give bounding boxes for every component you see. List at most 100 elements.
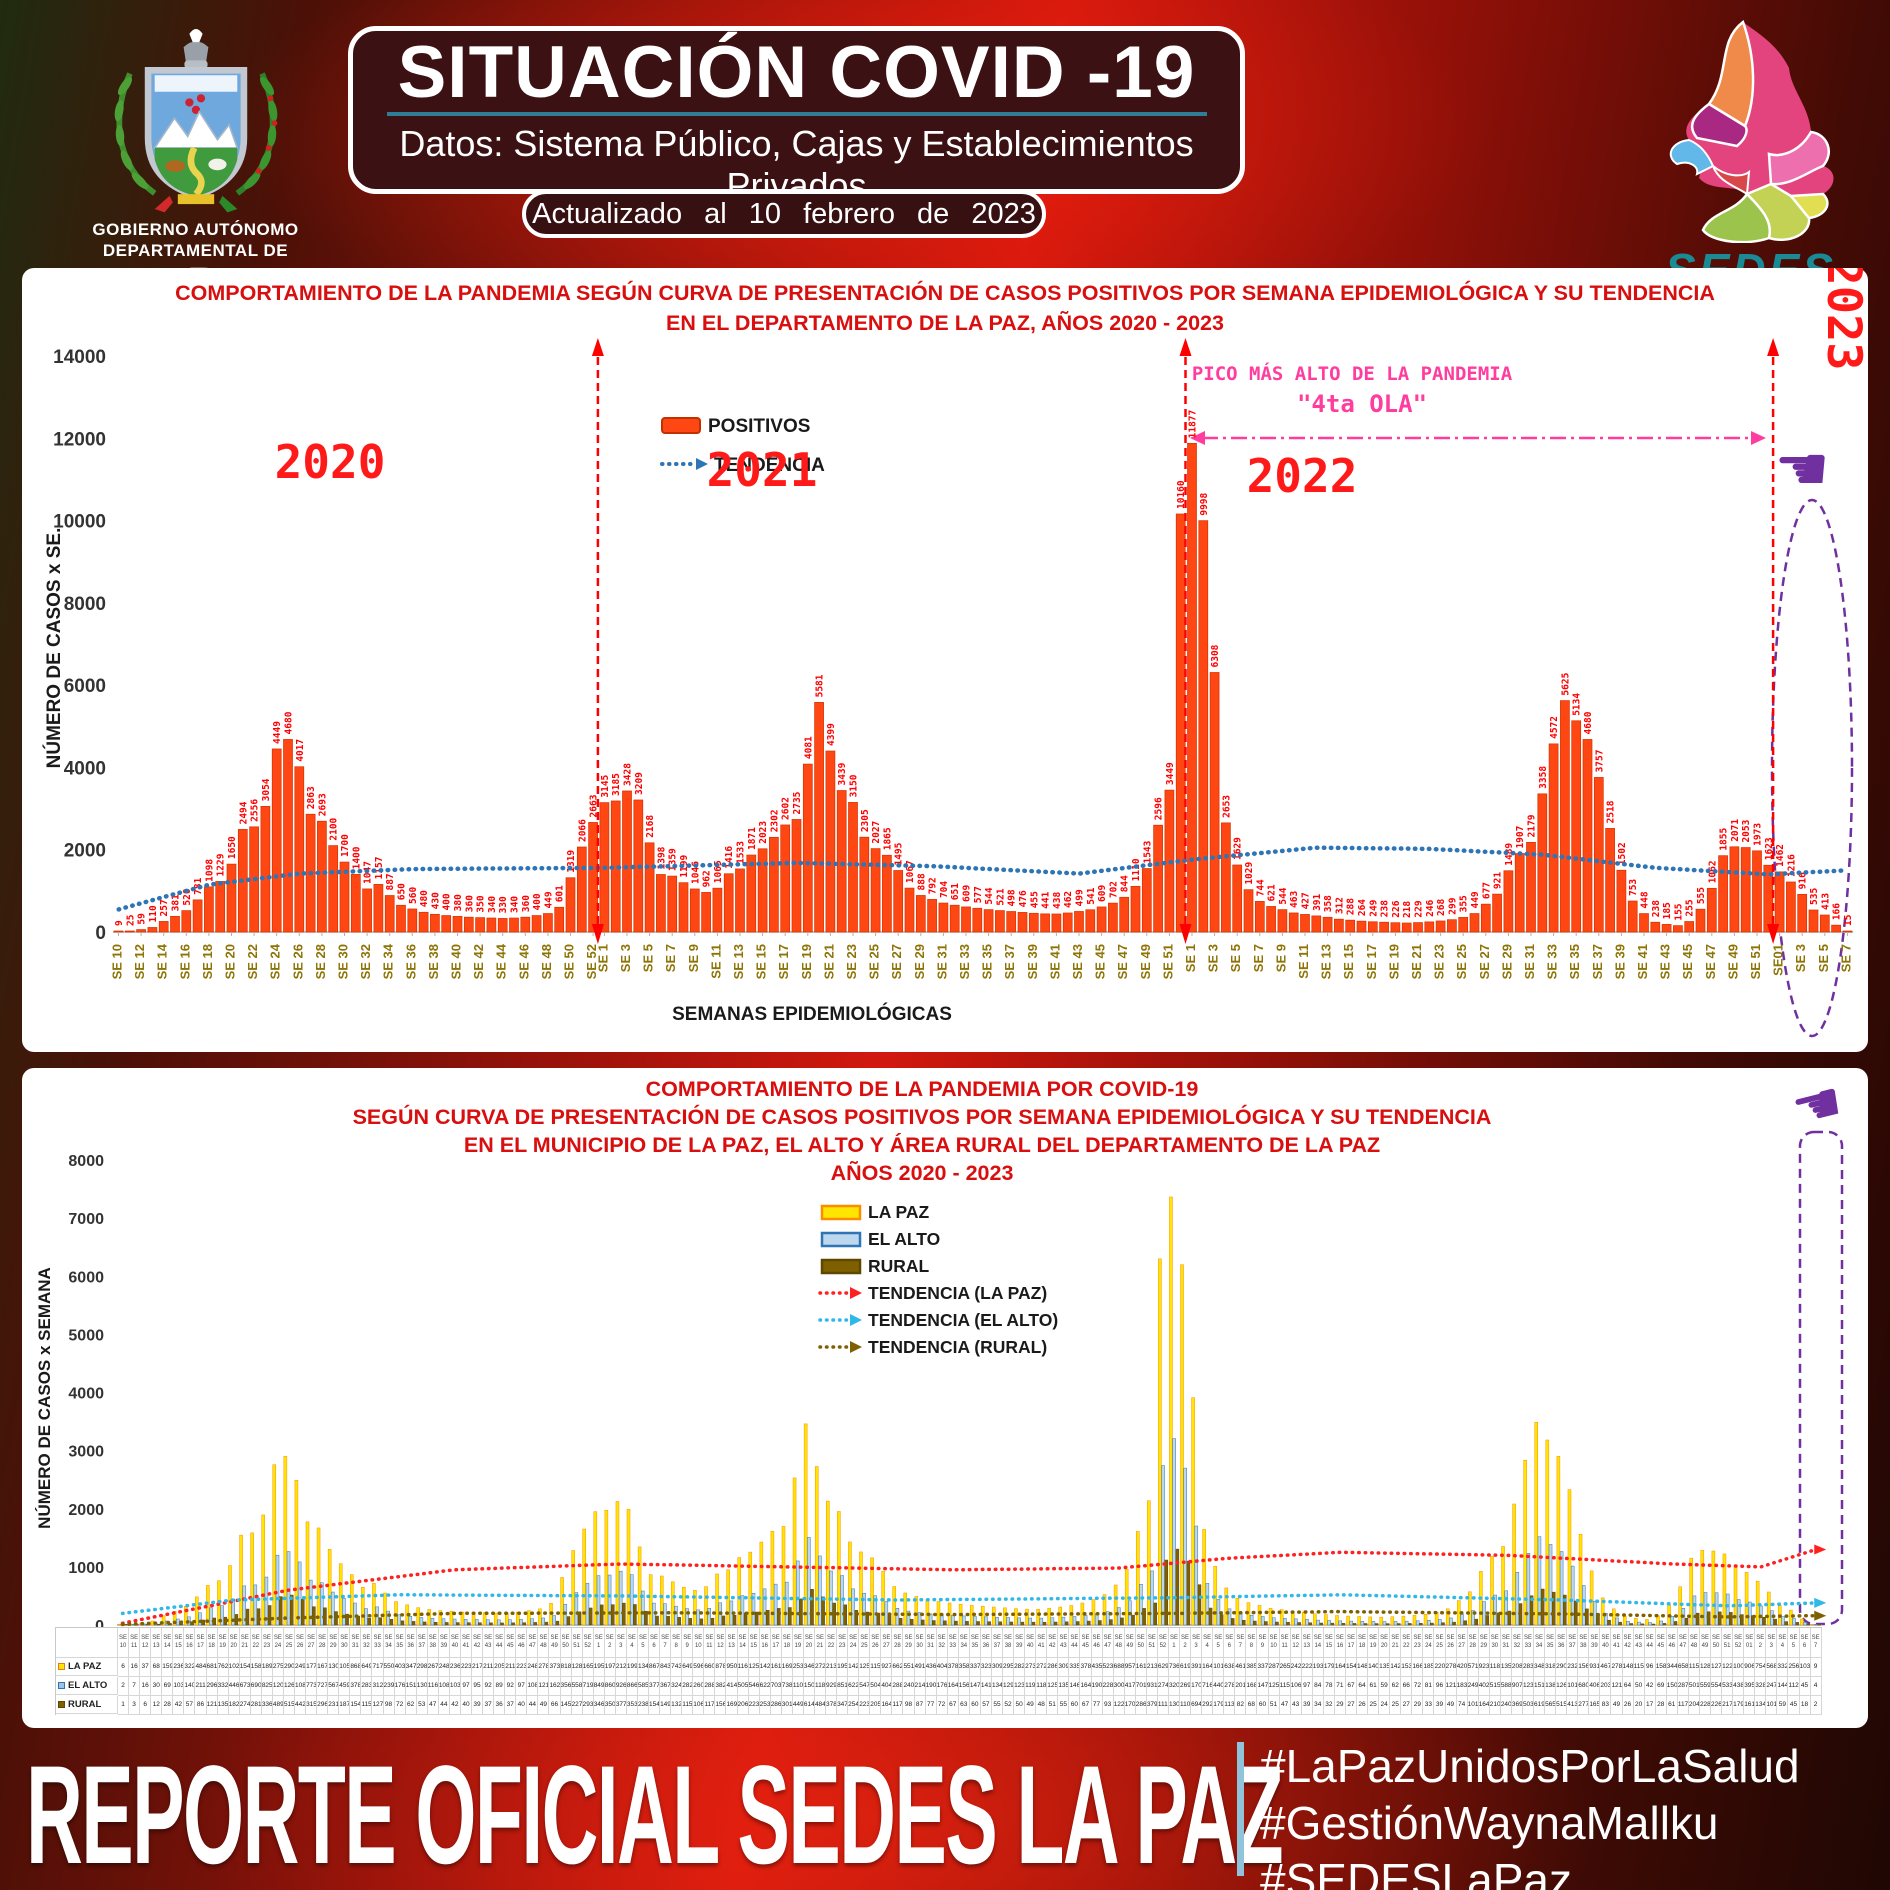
table-week-header: SE 48 — [1113, 1628, 1125, 1658]
table-cell: 238 — [637, 1696, 649, 1715]
table-cell: 907 — [1511, 1677, 1523, 1696]
table-cell: 701 — [1135, 1677, 1147, 1696]
bar-value-label: 15 — [1843, 914, 1854, 926]
bar-value-label: 350 — [476, 895, 487, 912]
table-cell: 260 — [693, 1677, 705, 1696]
bar — [1831, 924, 1841, 933]
table-cell: 66 — [549, 1696, 561, 1715]
y-tick-label: 8000 — [64, 594, 106, 615]
bar-lapaz — [626, 1509, 631, 1626]
table-cell: 53 — [416, 1696, 428, 1715]
table-cell: 57 — [980, 1696, 992, 1715]
table-week-header: SE 44 — [1069, 1628, 1081, 1658]
bar-elalto — [707, 1608, 711, 1626]
table-cell: 690 — [250, 1677, 262, 1696]
table-cell: 16 — [129, 1658, 141, 1677]
table-cell: 61 — [1368, 1677, 1380, 1696]
table-week-header: SE 23 — [261, 1628, 273, 1658]
bar-rural — [655, 1615, 659, 1626]
table-cell: 367 — [660, 1677, 672, 1696]
table-cell: 336 — [261, 1696, 273, 1715]
bar — [192, 899, 203, 933]
bar — [113, 930, 124, 933]
table-cell: 322 — [184, 1658, 196, 1677]
y-tick-label: 2000 — [68, 1502, 104, 1519]
table-cell: 337 — [1257, 1658, 1269, 1677]
table-week-header: SE 29 — [1478, 1628, 1490, 1658]
table-cell: 1519 — [1534, 1677, 1546, 1696]
bar-value-label: 792 — [928, 877, 939, 894]
bar-rural — [832, 1602, 836, 1626]
bar-value-label: 5625 — [1560, 672, 1571, 695]
bar-lapaz — [1512, 1503, 1516, 1626]
x-tick-label: SE 13 — [731, 944, 746, 979]
table-cell: 9 — [1810, 1658, 1822, 1677]
x-tick-label: SE 35 — [1567, 944, 1582, 979]
bar-elalto — [497, 1619, 501, 1626]
bar-lapaz — [1755, 1580, 1760, 1626]
bar-rural — [245, 1608, 250, 1626]
pico-annotation-line1: PICO MÁS ALTO DE LA PANDEMIA — [1192, 362, 1513, 385]
table-week-header: SE 17 — [770, 1628, 782, 1658]
table-cell: 565 — [1545, 1696, 1557, 1715]
table-cell: 931 — [1146, 1677, 1158, 1696]
table-cell: 115 — [682, 1696, 694, 1715]
bar-rural — [1098, 1620, 1102, 1626]
hashtag-1: #LaPazUnidosPorLaSalud — [1260, 1740, 1800, 1792]
bar-elalto — [1415, 1620, 1420, 1626]
table-cell: 762 — [217, 1658, 229, 1677]
table-cell: 169 — [726, 1696, 738, 1715]
bar-value-label: 2693 — [317, 793, 328, 816]
bar-elalto — [1581, 1585, 1586, 1626]
bar — [870, 848, 881, 933]
table-cell: 253 — [759, 1696, 771, 1715]
table-cell: 66 — [1401, 1677, 1413, 1696]
bar-rural — [1496, 1612, 1501, 1626]
table-week-header: SE 27 — [306, 1628, 318, 1658]
bar-value-label: 499 — [1075, 889, 1086, 906]
table-cell: 220 — [1434, 1658, 1446, 1677]
bar-elalto — [1283, 1618, 1287, 1626]
bar-rural — [1363, 1623, 1368, 1626]
table-week-header: SE 14 — [1312, 1628, 1324, 1658]
bar-value-label: 1199 — [679, 855, 690, 878]
table-week-header: SE 39 — [1014, 1628, 1026, 1658]
bar — [1141, 868, 1152, 933]
x-tick-label: SE 20 — [223, 944, 238, 979]
bar-value-label: 4680 — [284, 711, 295, 734]
table-week-header: SE 39 — [1589, 1628, 1601, 1658]
table-cell: 39 — [1301, 1696, 1313, 1715]
table-cell: 404 — [936, 1658, 948, 1677]
bar — [1458, 917, 1469, 933]
table-week-header: SE 01 — [1744, 1628, 1756, 1658]
table-week-header: SE 41 — [460, 1628, 472, 1658]
bar-elalto — [1736, 1599, 1741, 1626]
bar-value-label: 438 — [1052, 892, 1063, 909]
bar-lapaz — [1401, 1615, 1406, 1626]
bar-elalto — [1449, 1617, 1453, 1626]
bar-value-label: 3209 — [634, 772, 645, 795]
table-week-header: SE 3 — [1766, 1628, 1778, 1658]
table-cell: 688 — [1113, 1658, 1125, 1677]
bar — [1221, 822, 1231, 933]
footer-title: REPORTE OFICIAL SEDES LA PAZ — [26, 1737, 1284, 1890]
bar-rural — [677, 1617, 681, 1626]
table-cell: 717 — [372, 1658, 384, 1677]
table-cell: 55 — [991, 1696, 1003, 1715]
bar-rural — [1673, 1621, 1678, 1626]
table-cell: 1257 — [859, 1658, 871, 1677]
municipios-chart-panel: COMPORTAMIENTO DE LA PANDEMIA POR COVID-… — [22, 1068, 1868, 1728]
bar-elalto — [1028, 1617, 1032, 1626]
bar-elalto — [663, 1603, 667, 1626]
bar-rural — [234, 1614, 239, 1626]
table-cell: 134 — [1755, 1696, 1767, 1715]
bar-elalto — [1404, 1620, 1409, 1626]
table-week-header: SE 25 — [1434, 1628, 1446, 1658]
table-cell: 296 — [317, 1696, 329, 1715]
bar — [430, 913, 440, 933]
table-cell: 121 — [206, 1696, 218, 1715]
bar-elalto — [353, 1602, 357, 1626]
y-tick-label: 0 — [95, 1618, 104, 1635]
table-cell: 50 — [1633, 1677, 1645, 1696]
